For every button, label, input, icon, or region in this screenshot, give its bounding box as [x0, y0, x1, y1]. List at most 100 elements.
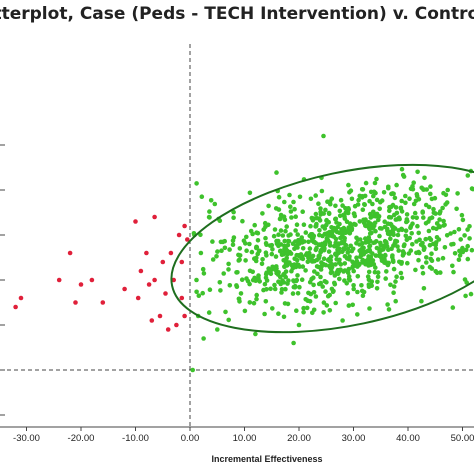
green-data-point: [399, 166, 405, 172]
green-data-point: [345, 250, 351, 255]
green-data-point: [294, 308, 299, 314]
green-data-point: [341, 241, 347, 246]
green-data-point: [296, 322, 302, 328]
green-data-point: [393, 205, 399, 210]
green-data-point: [311, 239, 317, 245]
x-tick-label: 40.00: [396, 433, 420, 444]
red-data-point: [168, 250, 174, 256]
green-data-point: [375, 279, 380, 285]
green-data-point: [367, 306, 372, 311]
green-data-point: [212, 201, 218, 207]
green-data-point: [374, 197, 380, 203]
green-data-point: [423, 236, 429, 242]
green-data-point: [276, 194, 282, 200]
green-data-point: [395, 244, 400, 249]
green-data-point: [392, 195, 398, 201]
red-data-point: [165, 327, 171, 332]
x-tick-label: 10.00: [233, 433, 257, 444]
green-data-point: [377, 233, 382, 239]
green-data-point: [449, 242, 454, 247]
green-data-point: [324, 303, 330, 308]
green-data-point: [226, 261, 231, 267]
green-data-point: [220, 239, 226, 245]
green-data-point: [374, 176, 379, 182]
green-data-point: [385, 302, 390, 307]
green-data-point: [391, 284, 397, 289]
green-data-point: [360, 293, 366, 299]
green-data-point: [329, 196, 335, 201]
green-data-point: [385, 231, 391, 236]
green-data-point: [337, 208, 343, 214]
green-data-point: [433, 240, 439, 245]
green-data-point: [247, 300, 253, 305]
green-data-point: [321, 133, 326, 139]
green-data-point: [468, 291, 474, 297]
red-data-point: [122, 286, 127, 292]
green-data-point: [409, 231, 415, 236]
green-data-point: [319, 260, 324, 265]
green-data-point: [383, 260, 389, 266]
green-data-point: [347, 278, 353, 283]
green-data-point: [410, 242, 415, 247]
chart-title: atterplot, Case (Peds - TECH Interventio…: [0, 4, 474, 24]
green-data-point: [440, 255, 446, 261]
green-data-point: [303, 268, 308, 273]
green-data-point: [431, 206, 436, 212]
green-data-point: [306, 255, 311, 261]
green-data-point: [327, 243, 333, 248]
green-data-point: [263, 235, 268, 241]
green-data-point: [437, 211, 443, 216]
green-data-point: [388, 215, 394, 220]
green-data-point: [269, 251, 275, 257]
green-data-point: [391, 232, 396, 237]
green-data-point: [314, 215, 319, 221]
green-data-point: [351, 268, 357, 274]
green-data-point: [373, 265, 378, 270]
green-data-point: [366, 254, 371, 259]
green-data-point: [226, 267, 231, 272]
green-data-point: [345, 270, 351, 276]
green-data-point: [309, 258, 314, 264]
green-data-point: [351, 283, 356, 288]
green-data-point: [399, 226, 404, 232]
green-data-point: [419, 298, 424, 304]
green-data-point: [458, 237, 464, 242]
green-data-point: [386, 307, 392, 312]
green-data-point: [217, 280, 223, 285]
green-data-point: [227, 247, 232, 252]
green-data-point: [378, 199, 383, 205]
green-data-point: [337, 276, 342, 282]
green-data-point: [386, 184, 391, 190]
green-data-point: [444, 200, 450, 205]
green-data-point: [252, 275, 257, 281]
green-data-point: [291, 340, 296, 346]
green-data-point: [250, 269, 255, 275]
green-data-point: [234, 283, 239, 288]
green-data-point: [429, 251, 434, 256]
green-data-point: [321, 300, 327, 305]
x-tick-label: 20.00: [287, 433, 311, 444]
green-data-point: [412, 210, 418, 216]
green-data-point: [264, 287, 269, 292]
green-data-point: [357, 219, 363, 224]
green-data-point: [208, 198, 214, 203]
green-data-point: [332, 273, 338, 278]
green-data-point: [437, 217, 442, 222]
green-data-point: [308, 223, 313, 229]
green-data-point: [299, 277, 305, 283]
green-data-point: [347, 190, 352, 195]
green-data-point: [460, 249, 466, 255]
green-data-point: [326, 210, 332, 216]
green-data-point: [398, 206, 404, 211]
green-data-point: [342, 278, 347, 283]
green-data-point: [377, 206, 383, 212]
red-data-point: [182, 313, 187, 319]
green-data-point: [318, 274, 323, 280]
green-data-point: [223, 309, 228, 315]
green-data-point: [346, 182, 351, 188]
green-data-point: [452, 251, 458, 256]
green-data-point: [337, 260, 342, 266]
green-data-point: [350, 264, 356, 269]
green-data-point: [280, 233, 286, 238]
